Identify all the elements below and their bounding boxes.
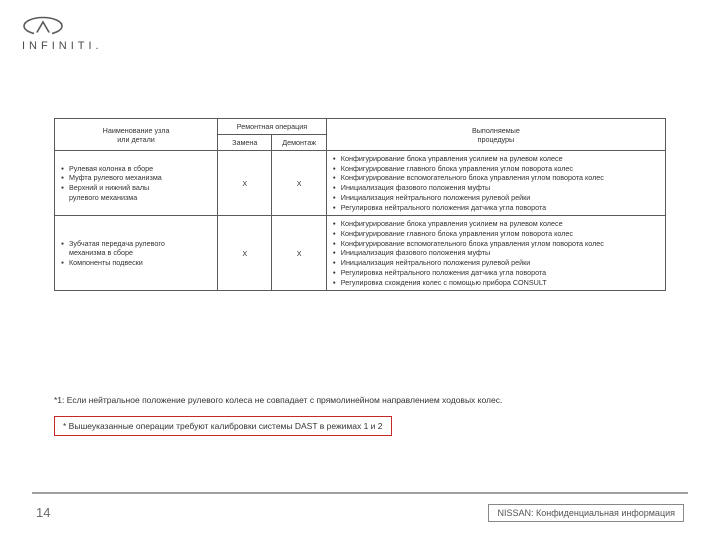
header-proc: Выполняемые процедуры: [326, 119, 665, 151]
cell-disasm: X: [272, 216, 326, 291]
brand-wordmark: INFINITI.: [22, 40, 103, 52]
footnote-text: *1: Если нейтральное положение рулевого …: [54, 395, 502, 405]
page-number: 14: [36, 505, 50, 520]
callout-box: * Вышеуказанные операции требуют калибро…: [54, 416, 392, 436]
header-repair: Ремонтная операция: [218, 119, 327, 135]
infiniti-mark-icon: [22, 16, 64, 36]
brand-logo: INFINITI.: [22, 16, 103, 52]
cell-disasm: X: [272, 151, 326, 216]
table-row: Рулевая колонка в сбореМуфта рулевого ме…: [55, 151, 666, 216]
cell-replace: X: [218, 216, 272, 291]
cell-component-name: Зубчатая передача рулевогомеханизма в сб…: [55, 216, 218, 291]
cell-replace: X: [218, 151, 272, 216]
cell-component-name: Рулевая колонка в сбореМуфта рулевого ме…: [55, 151, 218, 216]
confidential-label: NISSAN: Конфиденциальная информация: [488, 504, 684, 522]
table-row: Зубчатая передача рулевогомеханизма в сб…: [55, 216, 666, 291]
operations-table: Наименование узла или детали Ремонтная о…: [54, 118, 666, 291]
cell-procedures: Конфигурирование блока управления усилие…: [326, 151, 665, 216]
header-disasm: Демонтаж: [272, 135, 326, 151]
header-replace: Замена: [218, 135, 272, 151]
footer-divider: [32, 492, 688, 494]
header-name: Наименование узла или детали: [55, 119, 218, 151]
cell-procedures: Конфигурирование блока управления усилие…: [326, 216, 665, 291]
